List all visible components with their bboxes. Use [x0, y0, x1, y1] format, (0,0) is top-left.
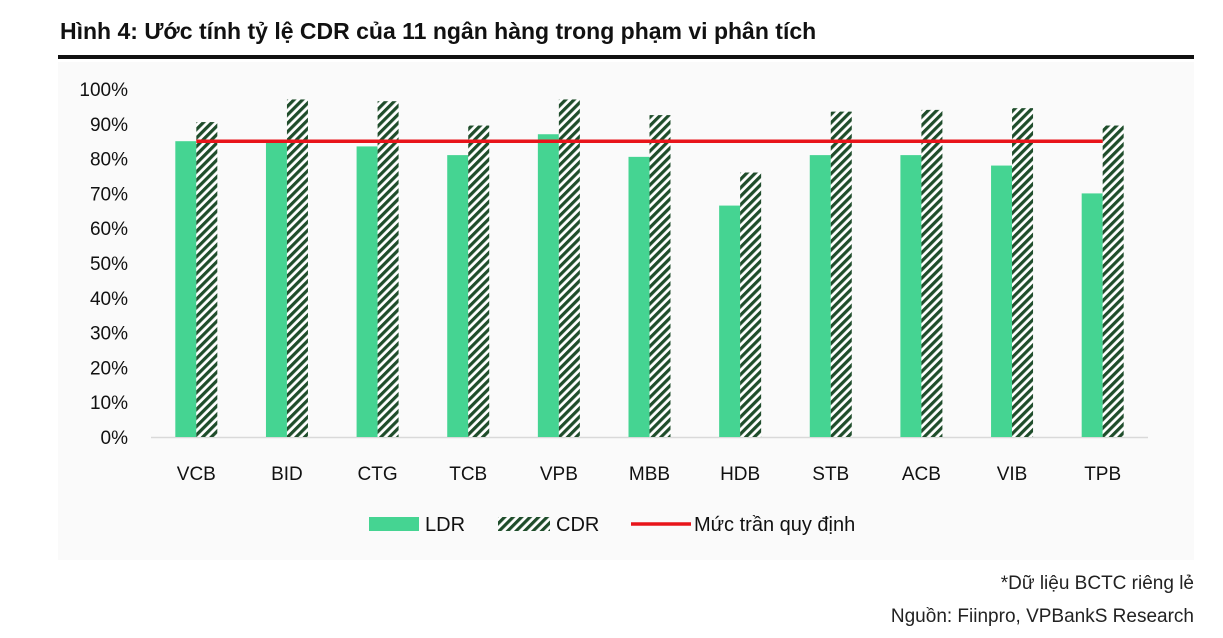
bar-ldr-tcb: [447, 155, 469, 437]
y-tick-label: 40%: [90, 289, 128, 310]
title-rule: [58, 55, 1194, 59]
bar-ldr-vpb: [537, 134, 559, 437]
y-tick-label: 60%: [90, 219, 128, 240]
bar-cdr-acb: [921, 109, 943, 437]
legend-cap-label: Mức trần quy định: [694, 514, 855, 536]
x-tick-label: CTG: [358, 464, 398, 485]
bar-cdr-vpb: [558, 99, 580, 437]
legend-ldr-label: LDR: [425, 514, 465, 536]
y-tick-label: 100%: [79, 80, 128, 101]
y-tick-label: 90%: [90, 115, 128, 136]
x-tick-label: VIB: [997, 464, 1028, 485]
bar-cdr-bid: [286, 99, 308, 437]
bar-ldr-mbb: [628, 156, 650, 438]
figure-title: Hình 4: Ước tính tỷ lệ CDR của 11 ngân h…: [60, 18, 817, 44]
y-tick-label: 50%: [90, 254, 128, 275]
x-tick-label: TPB: [1084, 464, 1121, 485]
bar-cdr-vib: [1012, 108, 1034, 437]
x-tick-label: HDB: [720, 464, 760, 485]
bar-ldr-vib: [991, 165, 1013, 437]
x-tick-label: VCB: [177, 464, 216, 485]
bar-ldr-ctg: [356, 146, 378, 438]
y-tick-label: 80%: [90, 150, 128, 171]
source-note: Nguồn: Fiinpro, VPBankS Research: [890, 606, 1194, 627]
y-tick-label: 20%: [90, 358, 128, 379]
x-tick-label: TCB: [449, 464, 487, 485]
x-tick-label: STB: [812, 464, 849, 485]
legend-ldr-swatch: [369, 517, 419, 531]
bar-cdr-hdb: [740, 172, 762, 437]
x-tick-label: MBB: [629, 464, 670, 485]
legend-cdr-swatch: [498, 517, 550, 531]
cdr-bar-chart: 0% 10% 20% 30% 40% 50% 60% 70% 80% 90% 100% VCB BID…: [79, 80, 1148, 536]
bar-cdr-mbb: [649, 115, 671, 437]
bar-cdr-vcb: [196, 122, 218, 437]
chart-panel: 0% 10% 20% 30% 40% 50% 60% 70% 80% 90% 100% VCB BID…: [58, 62, 1194, 560]
bar-cdr-tcb: [468, 125, 490, 437]
bar-cdr-stb: [830, 111, 852, 437]
x-tick-label: VPB: [540, 464, 578, 485]
x-tick-label: ACB: [902, 464, 941, 485]
x-tick-label: BID: [271, 464, 303, 485]
legend-cdr-label: CDR: [556, 514, 599, 536]
y-tick-label: 0%: [101, 428, 129, 449]
bar-ldr-tpb: [1081, 193, 1103, 437]
y-tick-label: 30%: [90, 324, 128, 345]
bar-ldr-hdb: [719, 205, 741, 437]
bar-ldr-acb: [900, 155, 922, 437]
legend: LDR CDR Mức trần quy định: [369, 514, 855, 536]
y-tick-label: 10%: [90, 393, 128, 414]
bar-cdr-tpb: [1102, 125, 1124, 437]
bar-cdr-ctg: [377, 101, 399, 438]
bar-ldr-stb: [809, 155, 831, 437]
bar-ldr-vcb: [175, 141, 197, 437]
bar-ldr-bid: [265, 141, 287, 437]
data-note: *Dữ liệu BCTC riêng lẻ: [1000, 573, 1194, 594]
y-tick-label: 70%: [90, 184, 128, 205]
